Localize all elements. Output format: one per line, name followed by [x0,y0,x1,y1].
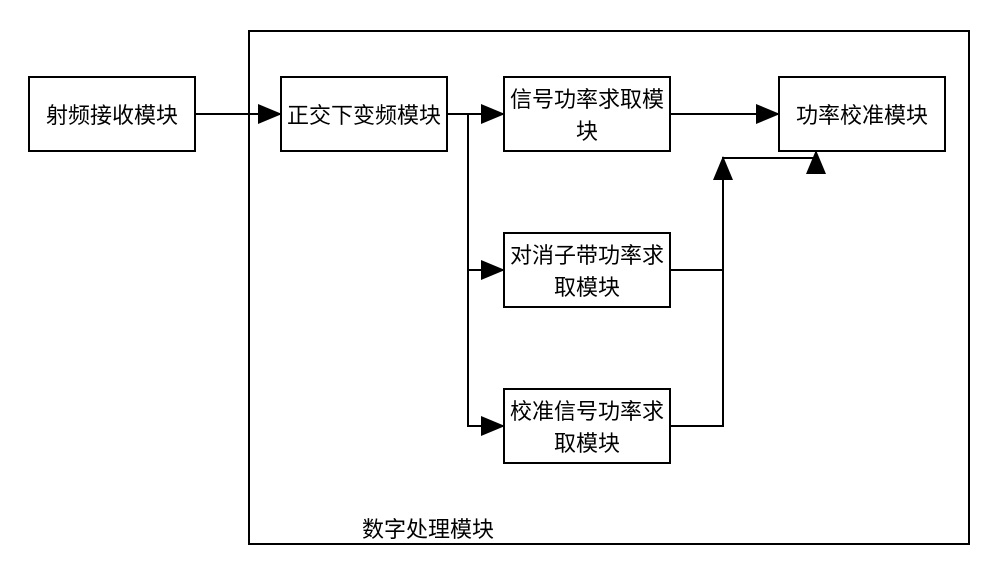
rf-receive-module: 射频接收模块 [28,76,196,152]
power-calib-label: 功率校准模块 [796,98,928,130]
quad-downconv-module: 正交下变频模块 [280,76,448,152]
calib-signal-label: 校准信号功率求取模块 [509,394,665,458]
signal-power-label: 信号功率求取模块 [509,82,665,146]
rf-receive-label: 射频接收模块 [46,98,178,130]
signal-power-module: 信号功率求取模块 [503,76,671,152]
quad-downconv-label: 正交下变频模块 [287,98,441,130]
container-label: 数字处理模块 [362,512,494,544]
cancel-subband-module: 对消子带功率求取模块 [503,232,671,308]
power-calib-module: 功率校准模块 [778,76,946,152]
cancel-subband-label: 对消子带功率求取模块 [509,238,665,302]
calib-signal-module: 校准信号功率求取模块 [503,388,671,464]
